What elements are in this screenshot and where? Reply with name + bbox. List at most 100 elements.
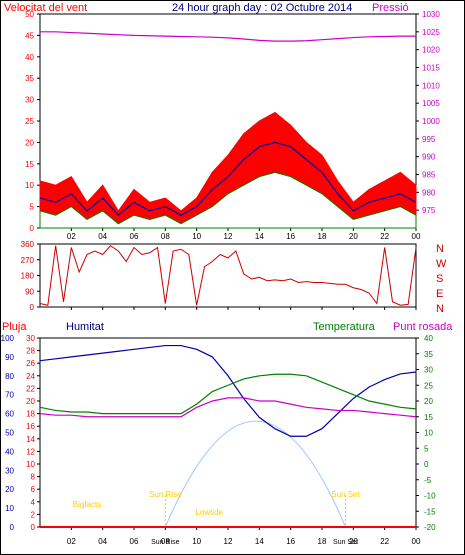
x-tick-label: 04 (98, 537, 107, 546)
y-tick-label: 20 (25, 138, 34, 147)
x-tick-label: 10 (192, 232, 201, 241)
rain-tick-label: 30 (26, 334, 35, 343)
temp-tick-label: 15 (424, 413, 433, 422)
compass-label: E (436, 288, 443, 300)
x-tick-label: 14 (255, 232, 264, 241)
y2-tick-label: 975 (422, 206, 436, 215)
y2-tick-label: 1010 (422, 81, 440, 90)
lowtide-label: Lowtide (195, 508, 223, 517)
x-tick-label: 16 (286, 537, 295, 546)
rain-tick-label: 16 (26, 422, 35, 431)
humidity-tick-label: 10 (5, 504, 14, 513)
y-tick-label: 45 (25, 31, 34, 40)
chart-title: 24 hour graph day : 02 Octubre 2014 (172, 2, 352, 14)
temp-tick-label: 0 (424, 460, 429, 469)
temp-tick-label: -5 (424, 476, 432, 485)
x-tick-label: 16 (286, 232, 295, 241)
y-tick-label: 30 (25, 96, 34, 105)
dewpoint-series (39, 397, 417, 418)
y-tick-label: 50 (25, 10, 34, 19)
x-tick-label: 20 (349, 537, 358, 546)
dewpoint-label: Punt rosada (393, 321, 453, 333)
rain-tick-label: 12 (26, 447, 35, 456)
humidity-tick-label: 100 (1, 334, 15, 343)
y-tick-label: 25 (25, 117, 34, 126)
temp-tick-label: 35 (424, 350, 433, 359)
humidity-tick-label: 70 (5, 391, 14, 400)
sunrise-label: Sun Rise (149, 490, 182, 499)
solar-curve (164, 420, 346, 528)
y2-tick-label: 1020 (422, 46, 440, 55)
temp-tick-label: 5 (424, 444, 429, 453)
y2-tick-label: 985 (422, 171, 436, 180)
compass-label: S (436, 273, 443, 285)
x-tick-label: 12 (224, 232, 233, 241)
temperature-series (39, 373, 417, 415)
compass-label: N (436, 303, 444, 315)
y2-tick-label: 1030 (422, 10, 440, 19)
y-tick-label: 90 (25, 287, 34, 296)
rain-tick-label: 0 (31, 523, 36, 532)
humidity-tick-label: 0 (10, 523, 15, 532)
compass-label: N (436, 243, 444, 255)
x-tick-label: 10 (192, 537, 201, 546)
temp-tick-label: 10 (424, 429, 433, 438)
humidity-tick-label: 60 (5, 410, 14, 419)
rain-tick-label: 20 (26, 397, 35, 406)
temp-tick-label: 30 (424, 366, 433, 375)
humidity-tick-label: 30 (5, 466, 14, 475)
temp-tick-label: 20 (424, 397, 433, 406)
humidity-tick-label: 80 (5, 372, 14, 381)
humidity-tick-label: 90 (5, 353, 14, 362)
bigfacts-label: Bigfacts (73, 500, 101, 509)
sunset-label: Sun Set (331, 490, 360, 499)
temp-tick-label: -15 (424, 507, 436, 516)
plot-frame (39, 243, 417, 308)
x-tick-label: 02 (67, 537, 76, 546)
rain-tick-label: 24 (26, 372, 35, 381)
average-series (39, 141, 417, 216)
rain-tick-label: 26 (26, 359, 35, 368)
y-tick-label: 270 (21, 256, 35, 265)
x-tick-label: 22 (380, 232, 389, 241)
y2-tick-label: 990 (422, 153, 436, 162)
temp-tick-label: 25 (424, 381, 433, 390)
y-tick-label: 360 (21, 240, 35, 249)
rain-tick-label: 18 (26, 410, 35, 419)
y2-tick-label: 995 (422, 135, 436, 144)
x-tick-label: 12 (224, 537, 233, 546)
x-tick-label: 14 (255, 537, 264, 546)
y-tick-label: 5 (30, 203, 35, 212)
y-tick-label: 180 (21, 272, 35, 281)
y2-tick-label: 1005 (422, 99, 440, 108)
rain-tick-label: 10 (26, 460, 35, 469)
y-tick-label: 10 (25, 181, 34, 190)
x-tick-label: 06 (130, 537, 139, 546)
plot-frame (39, 337, 417, 528)
temp-tick-label: 40 (424, 334, 433, 343)
humidity-tick-label: 20 (5, 485, 14, 494)
temp-tick-label: -20 (424, 523, 436, 532)
x-tick-label: 22 (380, 537, 389, 546)
humidity-label: Humitat (66, 321, 104, 333)
y2-tick-label: 1000 (422, 117, 440, 126)
x-tick-label: 00 (412, 232, 421, 241)
rain-label: Pluja (2, 321, 27, 333)
temp-tick-label: -10 (424, 492, 436, 501)
x-tick-label: 04 (98, 232, 107, 241)
rain-tick-label: 22 (26, 384, 35, 393)
humidity-tick-label: 50 (5, 429, 14, 438)
pressure-label: Pressió (372, 2, 409, 14)
y-tick-label: 40 (25, 53, 34, 62)
rain-tick-label: 4 (31, 498, 36, 507)
x-tick-label: 02 (67, 232, 76, 241)
x-tick-label: 20 (349, 232, 358, 241)
x-tick-label: 18 (318, 232, 327, 241)
x-tick-label: 06 (130, 232, 139, 241)
sunset-axis-label: Sun Set (333, 539, 358, 546)
x-tick-label: 18 (318, 537, 327, 546)
rain-tick-label: 2 (31, 510, 36, 519)
rain-tick-label: 28 (26, 347, 35, 356)
y-tick-label: 35 (25, 74, 34, 83)
